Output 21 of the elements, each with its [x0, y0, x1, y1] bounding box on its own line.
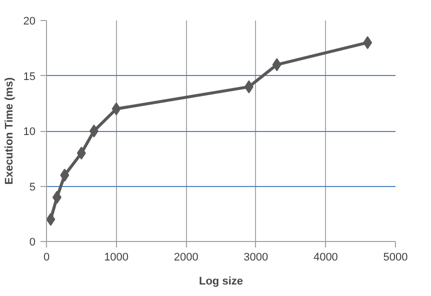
- x-axis-title: Log size: [198, 276, 244, 288]
- point: [89, 124, 98, 138]
- point: [272, 58, 282, 72]
- point: [60, 168, 70, 182]
- y-tick-label: 0: [29, 236, 36, 248]
- y-tick-label: 20: [23, 16, 36, 28]
- point: [76, 146, 86, 160]
- y-tick-label: 15: [23, 70, 36, 83]
- y-axis-title: Execution Time (ms): [3, 76, 16, 185]
- point: [363, 36, 372, 50]
- point: [244, 80, 254, 94]
- x-tick-label: 5000: [383, 252, 408, 264]
- x-tick-label: 0: [43, 252, 50, 264]
- y-tick-label: 5: [29, 181, 36, 194]
- x-tick-label: 1000: [104, 252, 129, 264]
- x-tick-label: 4000: [313, 252, 338, 264]
- point: [112, 102, 121, 116]
- x-tick-label: 2000: [174, 252, 198, 264]
- point: [52, 190, 62, 204]
- x-tick-label: 3000: [244, 252, 268, 264]
- y-tick-label: 10: [23, 126, 36, 138]
